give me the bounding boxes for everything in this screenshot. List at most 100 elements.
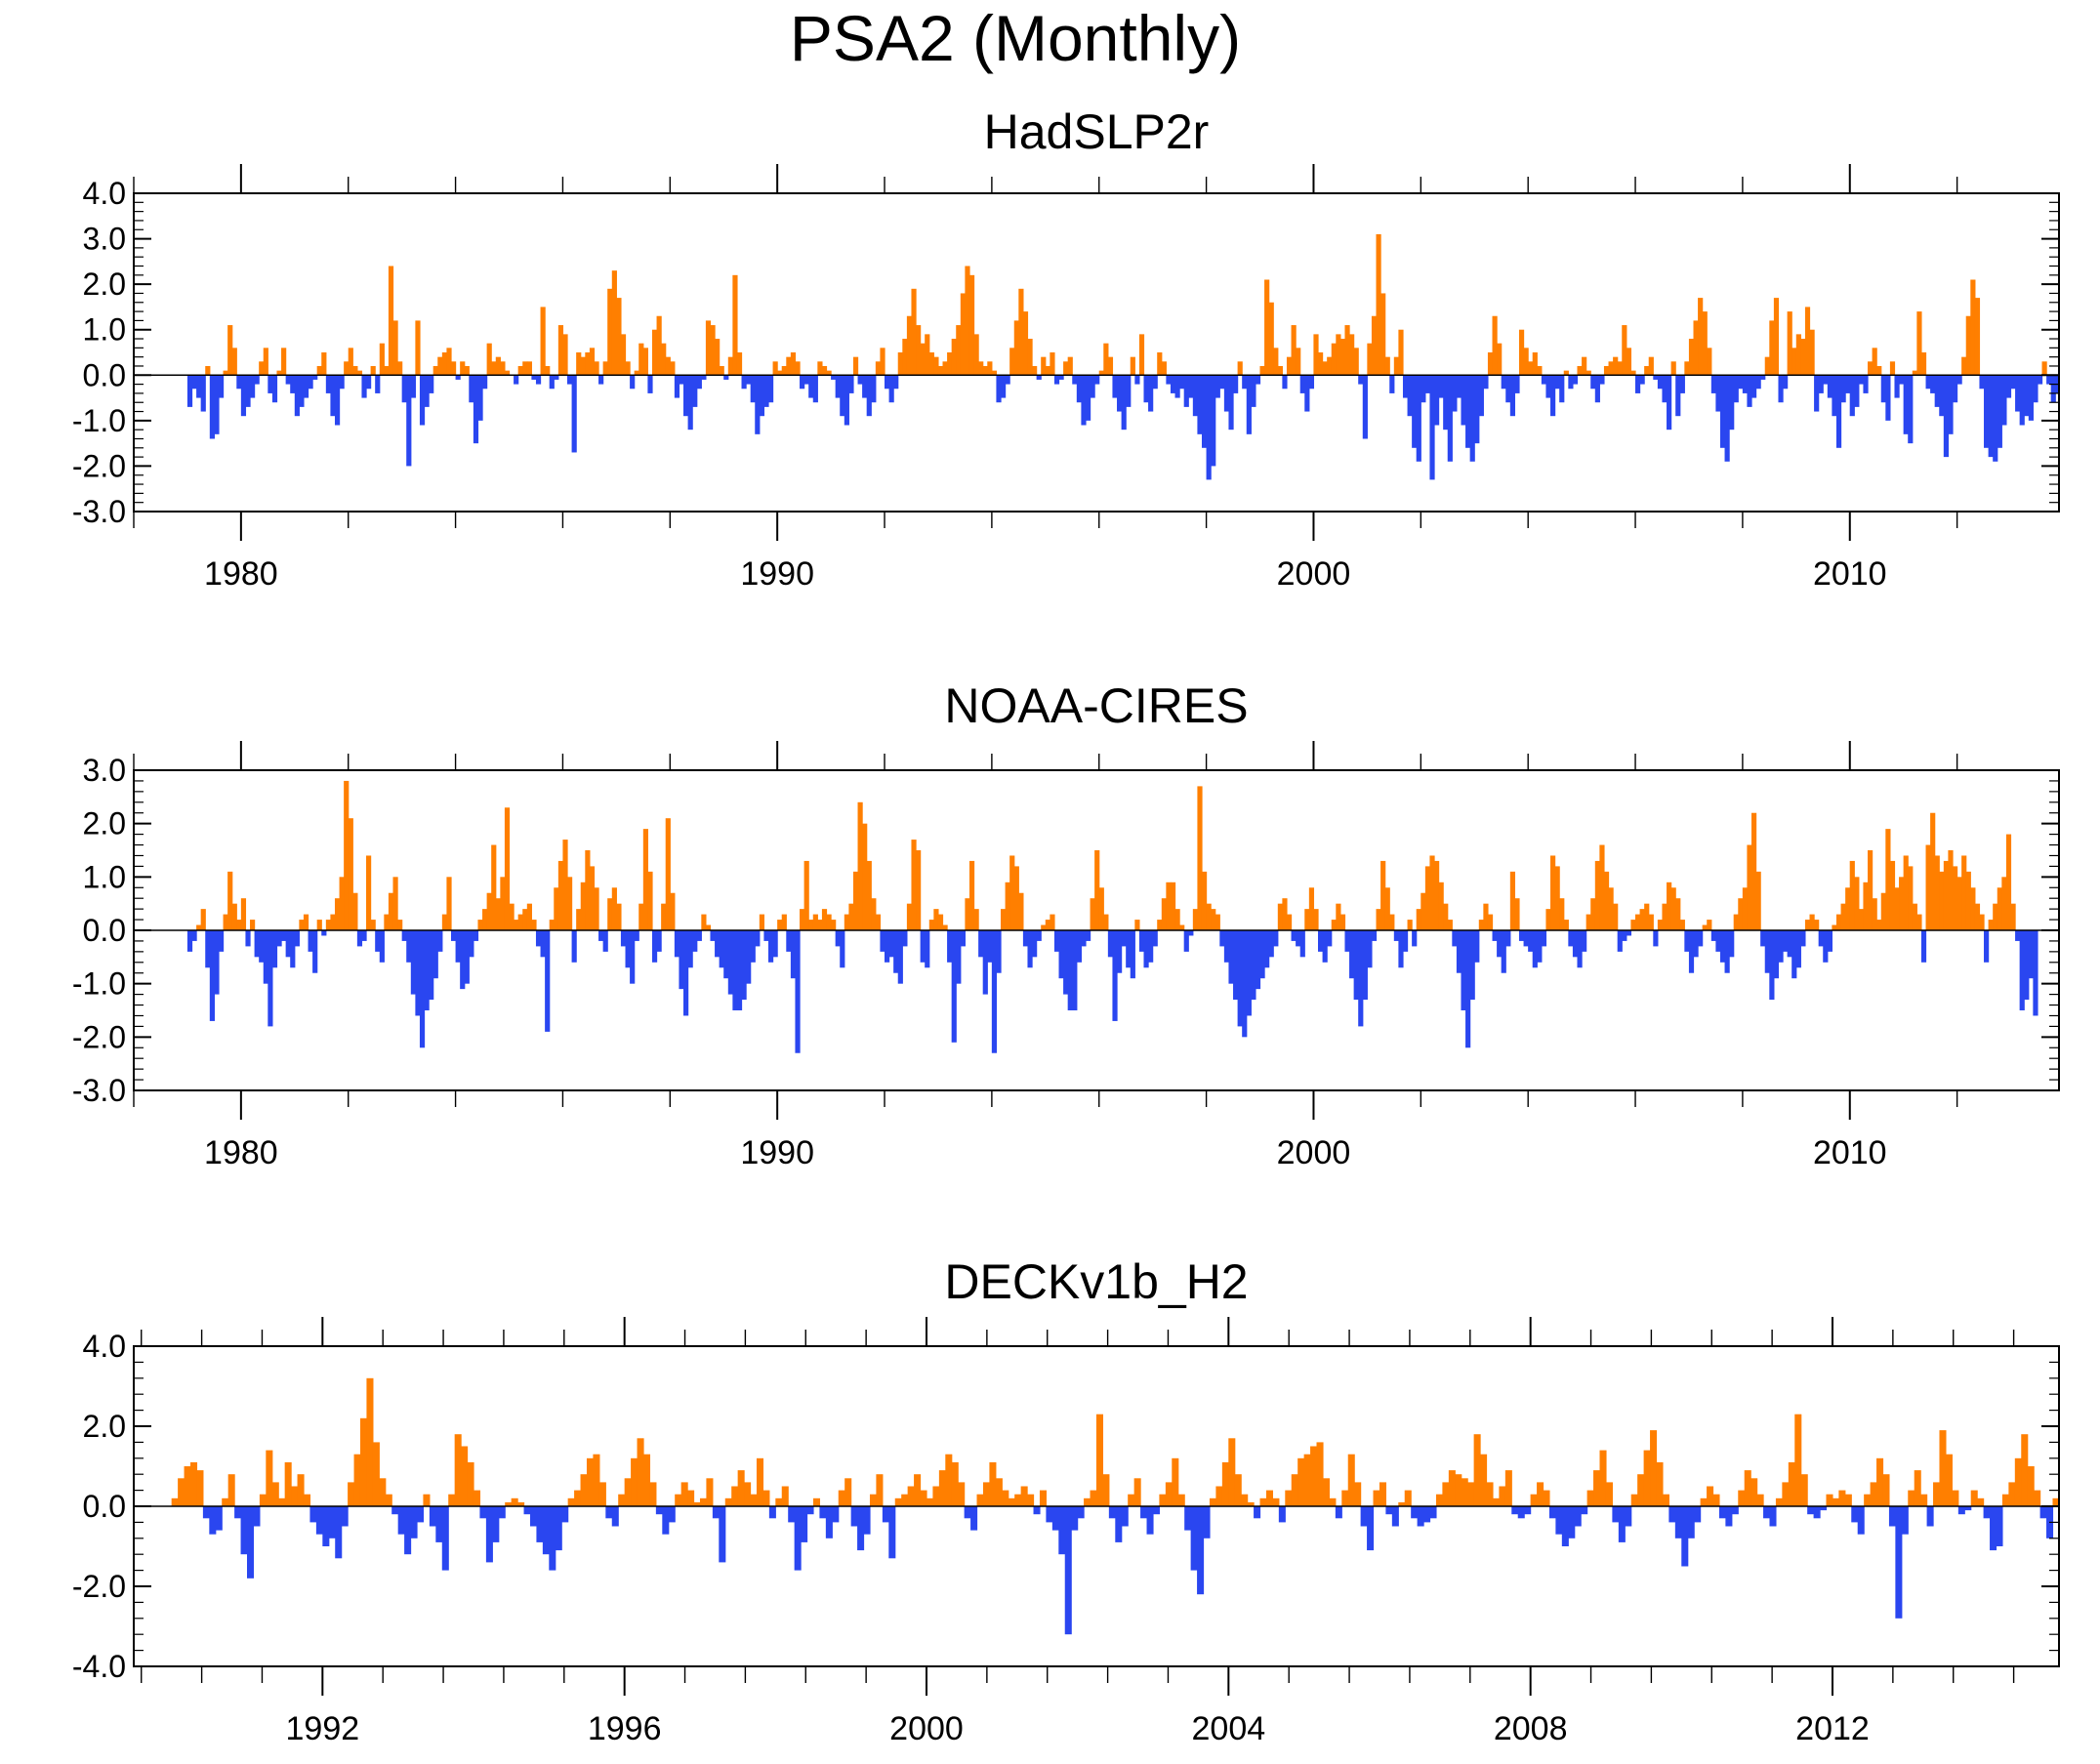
data-bar: [1412, 375, 1418, 448]
data-bar: [2086, 366, 2091, 375]
data-bar: [647, 871, 653, 930]
data-bar: [710, 325, 716, 376]
x-tick-label: 2008: [1494, 1710, 1568, 1747]
data-bar: [1050, 914, 1055, 930]
data-bar: [1840, 903, 1846, 930]
data-bar: [2010, 375, 2016, 390]
data-bar: [1778, 375, 1784, 403]
data-bar: [1528, 361, 1534, 376]
data-bar: [1103, 343, 1109, 376]
data-bar: [852, 356, 859, 376]
data-bar: [1729, 930, 1735, 958]
data-bar: [549, 920, 555, 930]
data-bar: [1254, 1506, 1261, 1519]
data-bar: [227, 325, 233, 376]
data-bar: [1242, 375, 1248, 390]
data-bar: [630, 375, 636, 390]
data-bar: [869, 1494, 878, 1506]
data-bar: [647, 375, 653, 393]
data-bar: [469, 930, 474, 958]
data-bar: [850, 1506, 858, 1527]
data-bar: [379, 1478, 387, 1506]
data-bar: [1643, 1450, 1651, 1506]
data-bar: [1827, 375, 1832, 398]
data-bar: [1593, 1470, 1601, 1506]
data-bar: [1404, 1490, 1412, 1506]
data-bar: [902, 930, 908, 947]
data-bar: [638, 903, 644, 930]
data-bar: [464, 930, 470, 984]
data-bar: [875, 361, 882, 376]
data-bar: [576, 909, 582, 930]
data-bar: [1965, 871, 1971, 930]
data-bar: [1282, 375, 1288, 390]
data-bar: [196, 375, 202, 398]
y-tick-label: 4.0: [83, 176, 126, 211]
data-bar: [1738, 1490, 1746, 1506]
data-bar: [1358, 930, 1364, 1027]
data-bar: [1215, 375, 1220, 398]
data-bar: [901, 1494, 909, 1506]
data-bar: [1851, 1506, 1859, 1523]
data-bar: [1990, 1506, 1997, 1551]
data-bar: [1590, 375, 1596, 390]
data-bar: [236, 920, 242, 930]
data-bar: [1750, 1478, 1758, 1506]
data-bar: [831, 375, 837, 380]
data-bar: [1895, 1506, 1903, 1619]
data-bar: [593, 1454, 600, 1506]
data-bar: [321, 352, 327, 376]
data-bar: [366, 855, 372, 930]
data-bar: [385, 1494, 392, 1506]
data-bar: [1943, 375, 1950, 458]
data-bar: [1159, 1494, 1167, 1506]
data-bar: [1687, 1506, 1695, 1538]
data-bar: [705, 924, 712, 930]
x-tick-label: 2000: [1277, 555, 1351, 593]
data-bar: [574, 1490, 582, 1506]
data-bar: [227, 871, 233, 930]
data-bar: [1603, 365, 1610, 376]
data-bar: [1594, 860, 1600, 930]
data-bar: [965, 266, 970, 376]
data-bar: [1882, 1474, 1890, 1506]
data-bar: [1371, 315, 1378, 376]
data-bar: [1961, 356, 1967, 376]
data-bar: [1688, 339, 1695, 376]
data-bar: [1823, 930, 1829, 963]
data-bar: [1360, 1506, 1368, 1527]
data-bar: [605, 1506, 613, 1519]
data-bar: [370, 920, 376, 930]
data-bar: [1172, 1457, 1179, 1506]
data-bar: [1429, 1506, 1437, 1519]
data-bar: [759, 914, 765, 930]
data-bar: [1718, 1506, 1726, 1519]
data-bar: [665, 356, 671, 376]
data-bar: [1371, 930, 1378, 941]
data-bar: [1501, 375, 1506, 390]
data-bar: [1634, 914, 1641, 930]
data-bar: [1568, 375, 1574, 390]
data-bar: [1622, 325, 1627, 376]
data-bar: [951, 339, 957, 376]
data-bar: [1018, 288, 1024, 376]
data-bar: [585, 850, 591, 930]
data-bar: [1022, 930, 1029, 947]
data-bar: [1639, 909, 1645, 930]
data-bar: [424, 375, 430, 407]
data-bar: [485, 1506, 493, 1563]
data-bar: [437, 356, 443, 376]
data-bar: [259, 361, 265, 376]
data-bar: [191, 375, 197, 390]
data-bar: [1764, 930, 1770, 973]
data-bar: [1751, 375, 1757, 398]
data-bar: [209, 930, 215, 1021]
data-bar: [1299, 375, 1305, 393]
data-bar: [1447, 920, 1453, 930]
data-bar: [1277, 365, 1283, 376]
data-bar: [1376, 909, 1381, 930]
data-bar: [392, 877, 398, 930]
data-bar: [325, 375, 332, 393]
data-bar: [871, 375, 877, 403]
